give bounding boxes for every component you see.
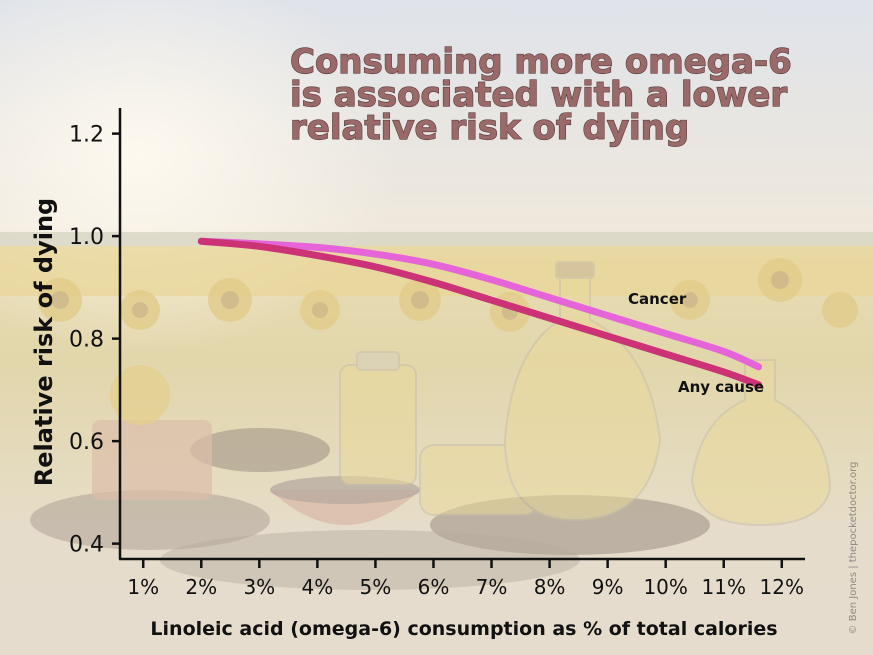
x-tick-label: 12%	[760, 575, 804, 599]
credit-text: © Ben Jones | thepocketdoctor.org	[848, 462, 859, 635]
x-tick-label: 4%	[302, 575, 334, 599]
y-tick-label: 1.0	[69, 225, 104, 250]
series-layer	[197, 237, 763, 389]
axes	[118, 108, 805, 561]
series-label-cancer: Cancer	[628, 290, 687, 308]
y-tick-label: 1.2	[69, 123, 104, 148]
x-axis-title: Linoleic acid (omega-6) consumption as %…	[150, 618, 777, 640]
series-line-any-cause	[197, 237, 763, 389]
oil-bottles	[339, 261, 832, 527]
x-ticks: 1% 2% 3% 4% 5% 6% 7% 8% 9% 10% 11% 12%	[127, 559, 804, 599]
y-tick-label: 0.4	[69, 533, 104, 558]
x-tick-label: 2%	[185, 575, 217, 599]
x-tick-label: 10%	[643, 575, 687, 599]
x-tick-label: 1%	[127, 575, 159, 599]
series-label-any-cause: Any cause	[678, 378, 764, 396]
x-tick-label: 8%	[534, 575, 566, 599]
title-line-1: Consuming more omega-6	[290, 42, 792, 82]
y-tick-label: 0.8	[69, 328, 104, 353]
x-tick-label: 7%	[476, 575, 508, 599]
series-line-cancer	[197, 237, 763, 371]
y-tick-label: 0.6	[69, 430, 104, 455]
chart-title: Consuming more omega-6 is associated wit…	[289, 41, 792, 148]
title-line-3: relative risk of dying	[290, 108, 689, 148]
flower-pot	[92, 365, 212, 500]
x-tick-label: 5%	[360, 575, 392, 599]
x-tick-label: 9%	[592, 575, 624, 599]
y-ticks: 1.2 1.0 0.8 0.6 0.4	[69, 123, 120, 558]
y-axis-title: Relative risk of dying	[30, 198, 58, 486]
x-tick-label: 11%	[702, 575, 746, 599]
x-tick-label: 6%	[418, 575, 450, 599]
x-tick-label: 3%	[243, 575, 275, 599]
title-line-2: is associated with a lower	[290, 75, 787, 115]
